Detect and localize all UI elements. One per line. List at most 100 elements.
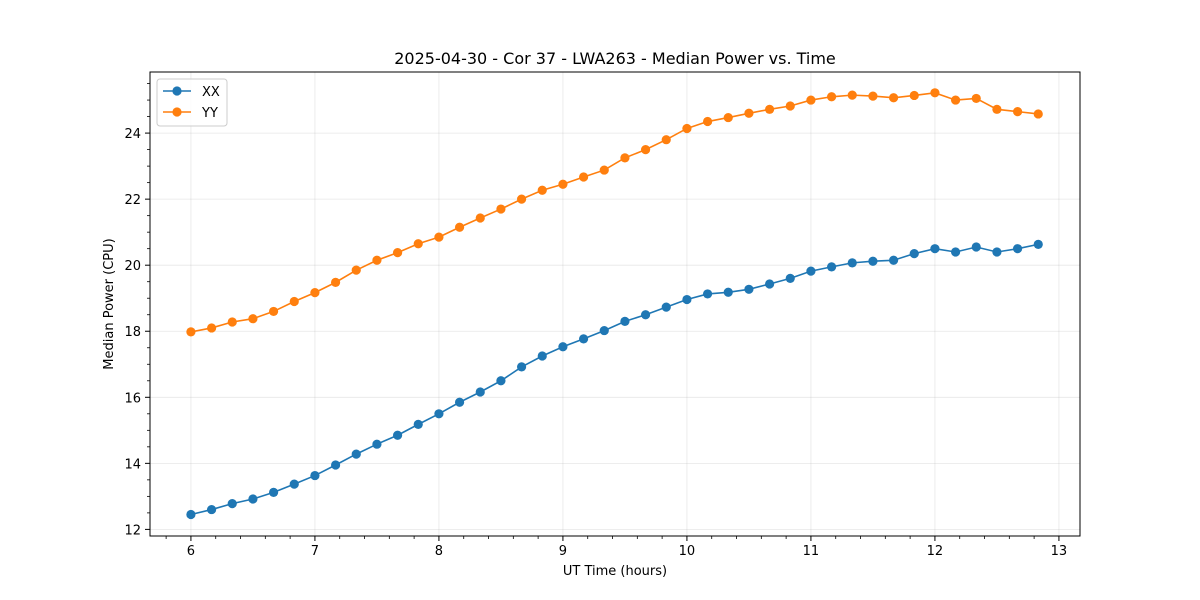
- plot-frame: [149, 71, 1081, 537]
- y-tick-label: 24: [124, 127, 141, 142]
- grid: [150, 72, 1080, 536]
- data-point-xx: [847, 258, 857, 268]
- series-layer: [186, 88, 1043, 520]
- data-point-yy: [454, 222, 465, 232]
- chart-title: 2025-04-30 - Cor 37 - LWA263 - Median Po…: [394, 49, 836, 68]
- x-tick-label: 11: [803, 544, 820, 559]
- x-tick-label: 7: [311, 544, 319, 559]
- y-tick-label: 16: [124, 391, 141, 406]
- data-point-xx: [723, 287, 733, 297]
- data-point-xx: [971, 242, 981, 252]
- legend: XX YY: [156, 78, 228, 127]
- data-point-yy: [868, 91, 878, 101]
- data-point-yy: [826, 92, 837, 102]
- data-point-xx: [620, 316, 630, 326]
- data-point-xx: [1033, 239, 1043, 249]
- legend-marker-xx: [172, 86, 182, 96]
- data-point-yy: [392, 248, 403, 258]
- data-point-yy: [496, 204, 506, 214]
- data-point-yy: [682, 123, 692, 134]
- data-point-xx: [330, 460, 341, 470]
- data-point-yy: [578, 172, 589, 182]
- data-point-xx: [413, 419, 423, 429]
- data-point-xx: [268, 487, 279, 498]
- y-tick-label: 20: [124, 259, 141, 274]
- data-point-yy: [764, 104, 775, 114]
- data-point-yy: [351, 265, 361, 275]
- data-point-xx: [806, 266, 816, 276]
- y-tick-label: 14: [124, 457, 141, 472]
- data-point-xx: [392, 430, 403, 440]
- data-point-yy: [599, 165, 609, 175]
- data-point-xx: [930, 244, 940, 254]
- data-point-yy: [1033, 109, 1043, 119]
- x-tick-label: 13: [1051, 544, 1068, 559]
- x-tick-label: 9: [559, 544, 567, 559]
- data-point-yy: [289, 296, 299, 307]
- data-point-xx: [454, 397, 465, 407]
- data-point-yy: [785, 101, 795, 111]
- data-point-yy: [330, 277, 341, 287]
- data-point-xx: [578, 334, 589, 344]
- x-tick-label: 8: [435, 544, 443, 559]
- data-point-yy: [475, 213, 485, 223]
- data-point-xx: [475, 387, 485, 397]
- data-point-yy: [310, 288, 320, 298]
- data-point-xx: [992, 247, 1002, 257]
- data-point-xx: [496, 376, 506, 386]
- data-point-yy: [661, 135, 671, 145]
- y-axis-label: Median Power (CPU): [102, 238, 117, 369]
- data-point-yy: [992, 104, 1002, 114]
- data-point-xx: [909, 249, 919, 259]
- data-point-yy: [248, 314, 258, 324]
- x-tick-label: 6: [187, 544, 195, 559]
- data-point-xx: [682, 294, 692, 305]
- data-point-yy: [806, 95, 816, 105]
- data-point-xx: [516, 362, 527, 372]
- data-point-xx: [744, 284, 754, 294]
- legend-label-yy: YY: [201, 106, 218, 121]
- data-point-xx: [868, 256, 878, 266]
- data-point-yy: [516, 194, 527, 204]
- legend-marker-yy: [172, 107, 182, 117]
- data-point-xx: [950, 247, 961, 257]
- x-tick-label: 12: [927, 544, 944, 559]
- data-point-xx: [434, 409, 444, 419]
- data-point-xx: [888, 255, 899, 265]
- data-point-xx: [186, 509, 196, 520]
- data-point-xx: [289, 479, 299, 489]
- data-point-yy: [971, 93, 981, 104]
- data-point-yy: [372, 255, 382, 265]
- data-point-yy: [206, 323, 217, 333]
- data-point-yy: [413, 239, 423, 249]
- data-point-yy: [888, 93, 899, 103]
- data-point-xx: [206, 504, 217, 515]
- data-point-xx: [640, 310, 651, 320]
- data-point-xx: [702, 289, 713, 299]
- data-point-yy: [702, 116, 713, 127]
- data-point-xx: [227, 499, 237, 509]
- data-point-xx: [372, 439, 382, 449]
- y-axis: 12 14 16 18 20 22 24: [124, 83, 150, 538]
- data-point-xx: [537, 351, 547, 361]
- data-point-yy: [186, 327, 196, 337]
- data-point-xx: [1012, 244, 1023, 254]
- data-point-yy: [537, 185, 547, 195]
- legend-label-xx: XX: [202, 85, 220, 100]
- data-point-yy: [723, 112, 733, 123]
- data-point-yy: [744, 108, 754, 118]
- data-point-yy: [1012, 107, 1023, 117]
- data-point-yy: [950, 95, 961, 105]
- data-point-yy: [227, 317, 237, 327]
- data-point-yy: [268, 306, 279, 317]
- data-point-yy: [847, 90, 857, 100]
- data-point-yy: [558, 179, 568, 189]
- data-point-xx: [785, 273, 795, 284]
- data-point-yy: [640, 145, 651, 155]
- y-tick-label: 18: [124, 325, 141, 340]
- data-point-xx: [558, 342, 568, 352]
- y-tick-label: 12: [124, 523, 141, 538]
- x-axis-label: UT Time (hours): [563, 564, 667, 579]
- data-point-yy: [620, 153, 630, 163]
